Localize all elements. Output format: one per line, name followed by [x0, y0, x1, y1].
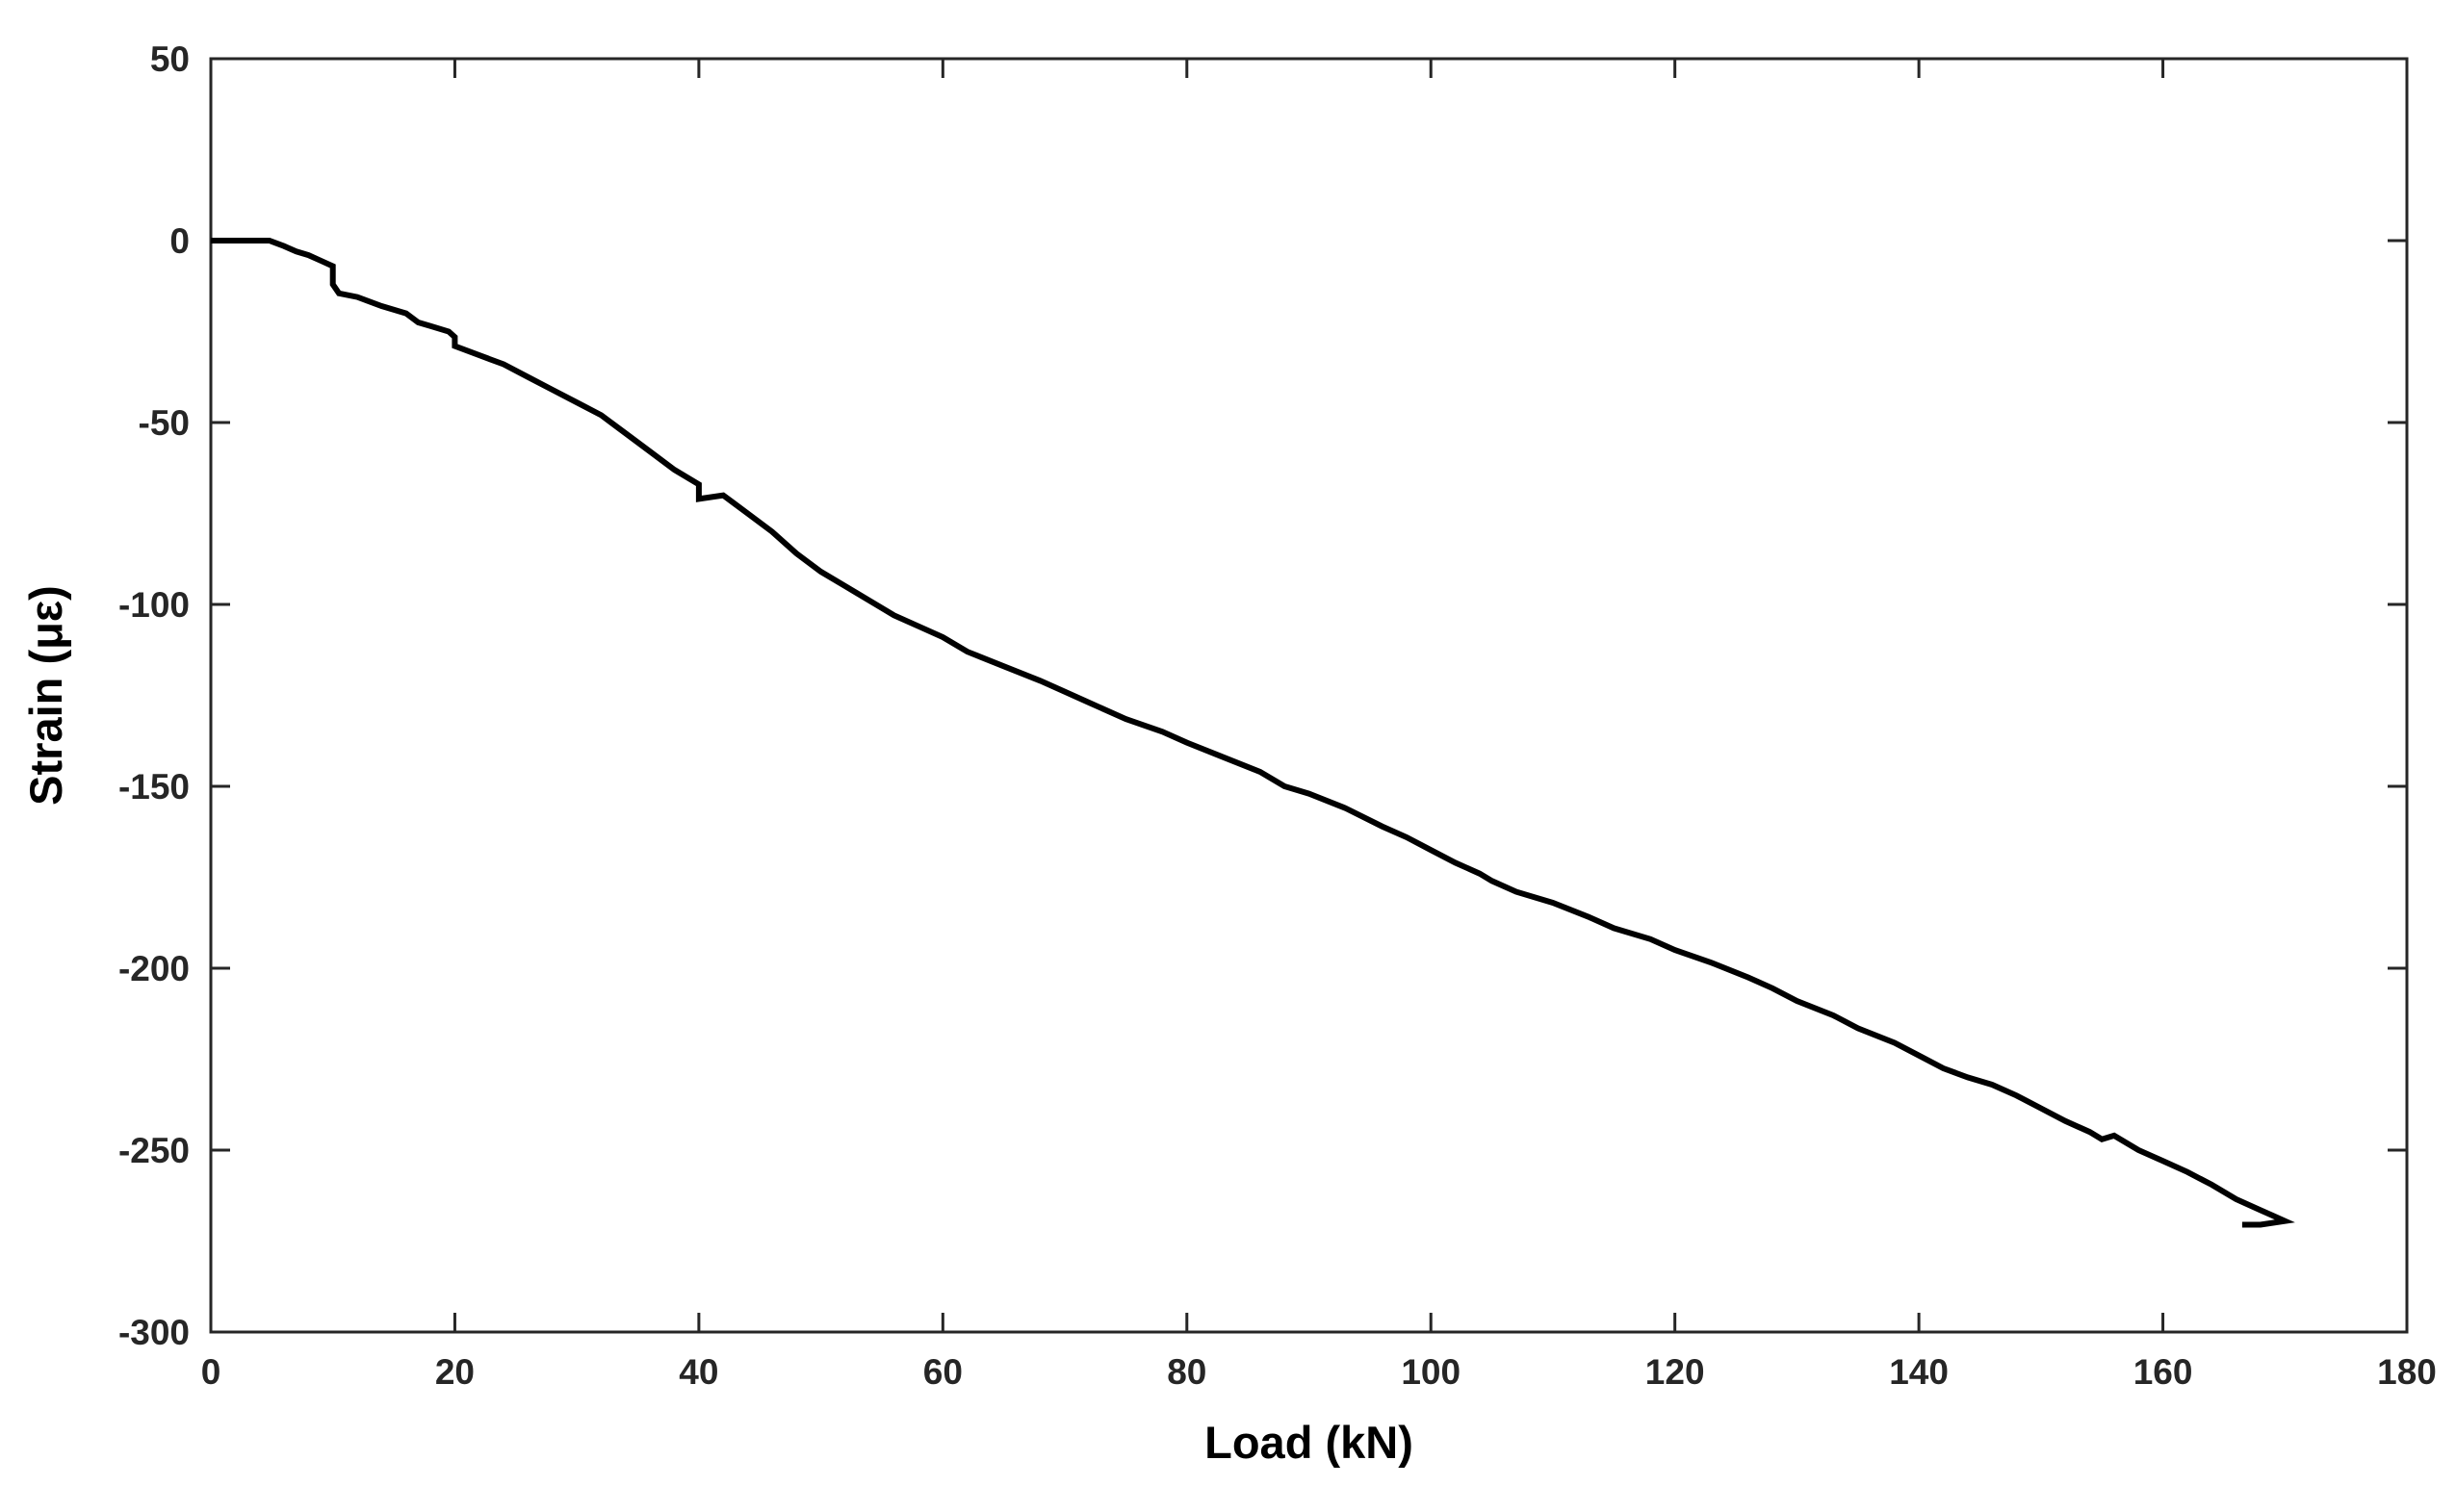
x-axis-label: Load (kN) — [1204, 1417, 1413, 1468]
y-tick-label: -150 — [118, 767, 190, 807]
y-tick-label: -250 — [118, 1131, 190, 1170]
x-tick-label: 120 — [1645, 1352, 1705, 1392]
x-axis-ticks: 0 20 40 60 80 100 120 140 160 180 — [201, 59, 2437, 1392]
y-axis-label: Strain (με) — [20, 585, 71, 806]
y-tick-label: 0 — [169, 221, 190, 261]
plot-area: 50 0 -50 -100 -150 -200 -250 -300 0 20 40 60 80 100 1… — [118, 39, 2437, 1392]
x-tick-label: 100 — [1401, 1352, 1461, 1392]
x-tick-label: 60 — [923, 1352, 963, 1392]
x-tick-label: 0 — [201, 1352, 221, 1392]
x-tick-label: 160 — [2133, 1352, 2193, 1392]
plot-frame — [209, 57, 2409, 1334]
y-tick-label: -300 — [118, 1313, 190, 1352]
series-line — [211, 238, 2295, 1228]
x-tick-label: 180 — [2377, 1352, 2437, 1392]
x-tick-label: 80 — [1167, 1352, 1206, 1392]
y-tick-label: -100 — [118, 585, 190, 625]
x-tick-label: 140 — [1889, 1352, 1949, 1392]
y-tick-label: 50 — [150, 39, 190, 79]
y-tick-label: -200 — [118, 949, 190, 988]
y-axis-ticks: 50 0 -50 -100 -150 -200 -250 -300 — [118, 39, 2407, 1352]
x-tick-label: 40 — [679, 1352, 718, 1392]
x-tick-label: 20 — [435, 1352, 475, 1392]
y-tick-label: -50 — [139, 403, 190, 443]
